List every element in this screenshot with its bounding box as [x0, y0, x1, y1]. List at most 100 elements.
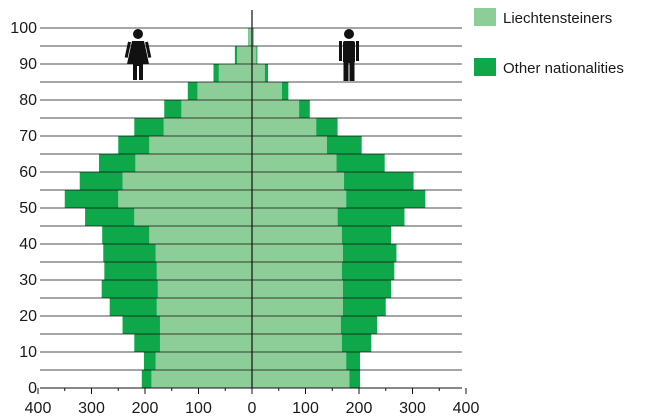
bar-male-other-nationalities	[341, 334, 372, 352]
bar-male-other-nationalities	[340, 316, 378, 334]
bar-female-other-nationalities	[134, 334, 160, 352]
bar-male-other-nationalities	[316, 118, 338, 136]
bar-male-other-nationalities	[336, 154, 385, 172]
y-axis-ticks: 0 10 20 30 40 50 60 70 80 90 100	[10, 20, 37, 397]
female-figure-icon	[124, 29, 152, 80]
bar-male-liechtensteiners	[252, 136, 327, 154]
bar-female-liechtensteiners	[157, 280, 252, 298]
bar-male-other-nationalities	[342, 280, 392, 298]
bar-male-liechtensteiners	[252, 100, 300, 118]
x-axis-ticks: 400 300 200 100 0 100 200 300 400	[25, 388, 480, 417]
legend-label: Liechtensteiners	[503, 10, 612, 27]
bar-female-liechtensteiners	[149, 136, 252, 154]
bar-male-other-nationalities	[253, 28, 254, 46]
y-tick-label: 30	[19, 272, 37, 289]
bar-male-liechtensteiners	[252, 298, 343, 316]
bar-female-liechtensteiners	[237, 46, 252, 64]
bar-female-other-nationalities	[141, 370, 152, 388]
legend-swatch	[474, 8, 496, 26]
bar-male-liechtensteiners	[252, 172, 345, 190]
bar-female-liechtensteiners	[155, 352, 252, 370]
bar-female-liechtensteiners	[149, 226, 252, 244]
bar-male-liechtensteiners	[252, 370, 350, 388]
bar-female-other-nationalities	[234, 46, 238, 64]
x-tick-label: 100	[292, 400, 319, 417]
bar-female-other-nationalities	[143, 352, 156, 370]
bar-male-other-nationalities	[342, 244, 397, 262]
bar-male-liechtensteiners	[252, 208, 338, 226]
y-tick-label: 50	[19, 200, 37, 217]
bar-male-liechtensteiners	[252, 154, 337, 172]
bar-male-liechtensteiners	[252, 316, 341, 334]
bar-male-other-nationalities	[341, 262, 395, 280]
bar-female-other-nationalities	[98, 154, 136, 172]
bar-female-liechtensteiners	[151, 370, 252, 388]
bar-female-liechtensteiners	[218, 64, 252, 82]
y-tick-label: 70	[19, 128, 37, 145]
bar-female-liechtensteiners	[181, 100, 252, 118]
x-tick-label: 300	[399, 400, 426, 417]
bar-female-other-nationalities	[134, 118, 164, 136]
y-tick-label: 100	[10, 20, 37, 37]
y-tick-label: 0	[28, 380, 37, 397]
bar-female-liechtensteiners	[156, 262, 252, 280]
x-tick-label: 200	[346, 400, 373, 417]
bar-female-liechtensteiners	[197, 82, 252, 100]
bar-male-liechtensteiners	[252, 280, 343, 298]
y-tick-label: 90	[19, 56, 37, 73]
bar-female-other-nationalities	[248, 28, 249, 46]
bar-female-other-nationalities	[85, 208, 135, 226]
x-tick-label: 400	[453, 400, 480, 417]
bar-female-liechtensteiners	[163, 118, 252, 136]
bar-male-liechtensteiners	[252, 262, 342, 280]
bar-male-liechtensteiners	[252, 226, 342, 244]
y-tick-label: 20	[19, 308, 37, 325]
x-tick-label: 100	[185, 400, 212, 417]
bar-male-other-nationalities	[281, 82, 289, 100]
bar-female-liechtensteiners	[118, 190, 252, 208]
bar-female-liechtensteiners	[159, 316, 252, 334]
bar-female-other-nationalities	[102, 226, 150, 244]
bar-female-other-nationalities	[118, 136, 150, 154]
bar-female-other-nationalities	[101, 280, 158, 298]
x-tick-label: 200	[132, 400, 159, 417]
bar-male-other-nationalities	[337, 208, 405, 226]
bar-female-liechtensteiners	[155, 244, 252, 262]
bar-female-other-nationalities	[109, 298, 157, 316]
bar-female-liechtensteiners	[134, 208, 252, 226]
bar-male-liechtensteiners	[252, 190, 347, 208]
bar-female-other-nationalities	[104, 262, 157, 280]
legend-label: Other nationalities	[503, 60, 624, 77]
bar-male-other-nationalities	[326, 136, 362, 154]
x-tick-label: 400	[25, 400, 52, 417]
bar-male-liechtensteiners	[252, 244, 343, 262]
gridlines	[40, 27, 462, 371]
x-tick-label: 300	[78, 400, 105, 417]
bar-male-other-nationalities	[344, 172, 414, 190]
y-tick-label: 80	[19, 92, 37, 109]
x-tick-label: 0	[248, 400, 257, 417]
bar-female-other-nationalities	[213, 64, 219, 82]
bar-male-other-nationalities	[264, 64, 269, 82]
bar-male-other-nationalities	[341, 226, 392, 244]
bar-female-liechtensteiners	[156, 298, 252, 316]
bar-male-other-nationalities	[349, 370, 361, 388]
bar-male-liechtensteiners	[252, 334, 342, 352]
bar-male-liechtensteiners	[252, 64, 265, 82]
bar-male-liechtensteiners	[252, 352, 347, 370]
bar-male-liechtensteiners	[252, 82, 282, 100]
bar-female-liechtensteiners	[122, 172, 252, 190]
bar-male-liechtensteiners	[252, 118, 317, 136]
bar-female-liechtensteiners	[248, 28, 252, 46]
bar-female-other-nationalities	[164, 100, 182, 118]
legend: Liechtensteiners Other nationalities	[474, 8, 624, 77]
y-tick-label: 40	[19, 236, 37, 253]
legend-swatch	[474, 58, 496, 76]
y-tick-label: 60	[19, 164, 37, 181]
bar-female-other-nationalities	[79, 172, 123, 190]
bar-male-other-nationalities	[299, 100, 310, 118]
bar-male-other-nationalities	[342, 298, 386, 316]
bar-male-other-nationalities	[346, 190, 426, 208]
bar-female-liechtensteiners	[159, 334, 252, 352]
